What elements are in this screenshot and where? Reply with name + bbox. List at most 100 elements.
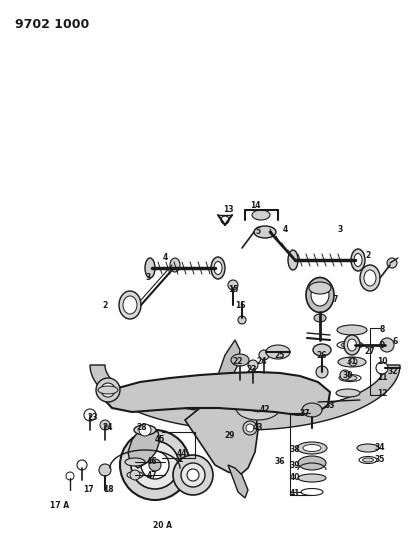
Text: 3: 3 xyxy=(145,273,150,282)
Ellipse shape xyxy=(309,282,331,294)
Ellipse shape xyxy=(337,341,363,349)
Text: 16: 16 xyxy=(235,301,245,310)
Text: 40: 40 xyxy=(290,473,300,482)
Text: 24: 24 xyxy=(103,424,113,432)
Circle shape xyxy=(259,350,269,360)
Ellipse shape xyxy=(301,489,323,496)
Text: 47: 47 xyxy=(147,471,157,480)
Ellipse shape xyxy=(341,343,359,348)
Ellipse shape xyxy=(364,270,376,286)
Circle shape xyxy=(96,378,120,402)
Text: 8: 8 xyxy=(379,326,385,335)
Text: 22: 22 xyxy=(233,358,243,367)
Polygon shape xyxy=(90,365,400,430)
Text: 38: 38 xyxy=(290,446,300,455)
Circle shape xyxy=(316,366,328,378)
Ellipse shape xyxy=(337,325,367,335)
Text: 31: 31 xyxy=(347,358,357,367)
Circle shape xyxy=(130,470,140,480)
Circle shape xyxy=(340,370,350,380)
Text: 23: 23 xyxy=(88,414,98,423)
Circle shape xyxy=(66,472,74,480)
Text: 2: 2 xyxy=(365,251,371,260)
Circle shape xyxy=(77,460,87,470)
Ellipse shape xyxy=(266,345,290,359)
Ellipse shape xyxy=(119,291,141,319)
Text: 12: 12 xyxy=(377,389,387,398)
Text: 28: 28 xyxy=(137,424,147,432)
Ellipse shape xyxy=(354,254,362,266)
Ellipse shape xyxy=(363,458,374,462)
Ellipse shape xyxy=(339,375,361,382)
Text: 24: 24 xyxy=(257,358,267,367)
Text: 5: 5 xyxy=(256,228,261,237)
Ellipse shape xyxy=(288,250,298,270)
Ellipse shape xyxy=(134,425,156,435)
Text: 33: 33 xyxy=(325,400,335,409)
Text: 6: 6 xyxy=(393,337,397,346)
Ellipse shape xyxy=(347,339,356,351)
Circle shape xyxy=(141,451,169,479)
Circle shape xyxy=(84,409,96,421)
Text: 10: 10 xyxy=(377,358,387,367)
Circle shape xyxy=(228,280,238,290)
Circle shape xyxy=(380,338,394,352)
Ellipse shape xyxy=(302,403,322,417)
Text: 4: 4 xyxy=(162,254,168,262)
Circle shape xyxy=(248,360,258,370)
Text: 13: 13 xyxy=(223,206,233,214)
Text: 46: 46 xyxy=(147,457,157,466)
Ellipse shape xyxy=(338,357,366,367)
Ellipse shape xyxy=(297,442,327,454)
Circle shape xyxy=(243,421,257,435)
Text: 27: 27 xyxy=(365,348,375,357)
Circle shape xyxy=(181,463,205,487)
Polygon shape xyxy=(100,372,330,415)
Ellipse shape xyxy=(98,386,118,394)
Text: 25: 25 xyxy=(275,351,285,359)
Ellipse shape xyxy=(214,262,222,274)
Circle shape xyxy=(99,464,111,476)
Text: 35: 35 xyxy=(375,456,385,464)
Circle shape xyxy=(101,383,115,397)
Text: 45: 45 xyxy=(155,435,165,445)
Ellipse shape xyxy=(298,456,326,470)
Ellipse shape xyxy=(231,354,249,366)
Text: 29: 29 xyxy=(225,431,235,440)
Ellipse shape xyxy=(360,265,380,291)
Polygon shape xyxy=(228,465,248,498)
Text: 3: 3 xyxy=(337,225,343,235)
Text: 7: 7 xyxy=(332,295,338,304)
Ellipse shape xyxy=(125,458,145,466)
Ellipse shape xyxy=(211,257,225,279)
Circle shape xyxy=(187,469,199,481)
Ellipse shape xyxy=(127,472,143,479)
Circle shape xyxy=(376,362,388,374)
Ellipse shape xyxy=(336,389,360,397)
Text: 32: 32 xyxy=(388,367,398,376)
Ellipse shape xyxy=(170,258,180,272)
Circle shape xyxy=(100,420,110,430)
Text: 1: 1 xyxy=(178,456,182,464)
Circle shape xyxy=(246,424,254,432)
Text: 36: 36 xyxy=(275,457,285,466)
Circle shape xyxy=(221,216,229,224)
Ellipse shape xyxy=(254,226,276,238)
Polygon shape xyxy=(185,395,258,475)
Ellipse shape xyxy=(359,456,377,464)
Polygon shape xyxy=(210,340,240,395)
Text: 26: 26 xyxy=(317,351,327,359)
Ellipse shape xyxy=(351,249,365,271)
Text: 34: 34 xyxy=(375,442,385,451)
Ellipse shape xyxy=(251,404,265,412)
Ellipse shape xyxy=(344,335,360,355)
Ellipse shape xyxy=(298,474,326,482)
Text: 14: 14 xyxy=(250,201,260,211)
Text: 9: 9 xyxy=(379,341,385,350)
Text: 43: 43 xyxy=(253,424,263,432)
Text: 23: 23 xyxy=(247,366,257,375)
Circle shape xyxy=(149,459,161,471)
Text: 20 A: 20 A xyxy=(152,521,171,529)
Text: 17: 17 xyxy=(83,486,93,495)
Ellipse shape xyxy=(313,344,331,356)
